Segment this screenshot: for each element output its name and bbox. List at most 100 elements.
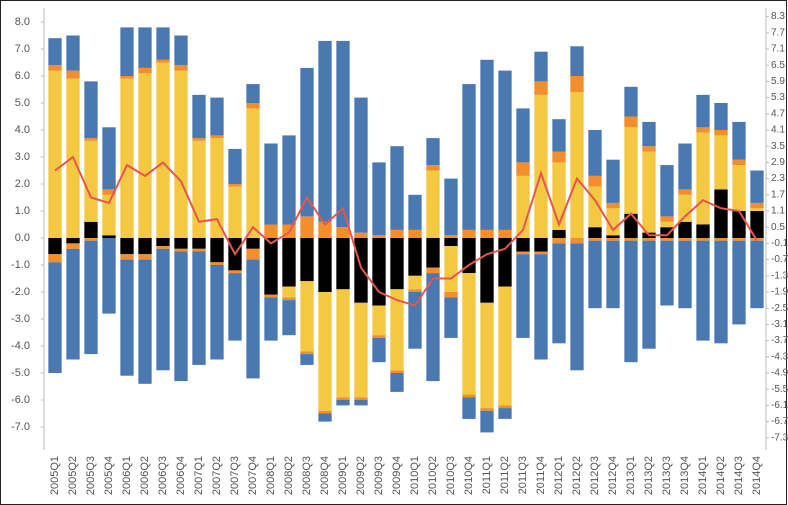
x-tick-label: 2013Q4 bbox=[679, 456, 691, 495]
bar-segment bbox=[354, 97, 368, 233]
bar-segment bbox=[714, 135, 728, 190]
bar-segment bbox=[282, 238, 296, 287]
y-tick-label: 6.0 bbox=[15, 70, 30, 82]
bar-segment bbox=[228, 273, 242, 341]
bar-segment bbox=[660, 238, 674, 241]
y2-tick-label: -0.7 bbox=[771, 254, 788, 265]
y2-tick-label: 3.5 bbox=[771, 141, 785, 152]
x-tick-label: 2005Q1 bbox=[49, 456, 61, 495]
bar-segment bbox=[480, 408, 494, 411]
bar-segment bbox=[534, 238, 548, 252]
bar-segment bbox=[138, 259, 152, 384]
y-tick-label: -2.0 bbox=[11, 286, 30, 298]
x-tick-label: 2011Q2 bbox=[499, 456, 511, 494]
bar-segment bbox=[480, 410, 494, 433]
bar-segment bbox=[66, 70, 80, 79]
bar-segment bbox=[426, 170, 440, 238]
bar-segment bbox=[336, 397, 350, 400]
bar-segment bbox=[174, 65, 188, 71]
bar-segment bbox=[66, 243, 80, 249]
bar-segment bbox=[210, 238, 224, 263]
bar-segment bbox=[570, 92, 584, 238]
bar-segment bbox=[300, 354, 314, 365]
bar-segment bbox=[318, 40, 332, 222]
bar-segment bbox=[624, 116, 638, 128]
y2-tick-label: -0.1 bbox=[771, 238, 788, 249]
bar-segment bbox=[264, 224, 278, 238]
x-tick-label: 2005Q4 bbox=[103, 456, 115, 495]
bar-segment bbox=[246, 108, 260, 239]
bar-segment bbox=[138, 67, 152, 74]
bar-segment bbox=[660, 240, 674, 306]
bar-segment bbox=[48, 254, 62, 263]
bar-segment bbox=[48, 238, 62, 255]
y-tick-label: -4.0 bbox=[11, 340, 30, 352]
bar-segment bbox=[102, 127, 116, 190]
y-tick-label: 8.0 bbox=[15, 16, 30, 28]
bar-segment bbox=[120, 76, 134, 79]
bar-segment bbox=[228, 184, 242, 187]
bar-segment bbox=[714, 189, 728, 238]
bar-segment bbox=[210, 138, 224, 238]
bar-segment bbox=[354, 232, 368, 238]
bar-segment bbox=[570, 76, 584, 93]
bar-segment bbox=[516, 162, 530, 176]
bar-segment bbox=[660, 227, 674, 238]
bar-segment bbox=[516, 251, 530, 255]
bar-segment bbox=[498, 408, 512, 419]
x-tick-label: 2013Q2 bbox=[643, 456, 655, 495]
y2-tick-label: 7.7 bbox=[771, 27, 785, 38]
bar-segment bbox=[678, 194, 692, 222]
y2-tick-label: 2.3 bbox=[771, 173, 785, 184]
bar-segment bbox=[588, 240, 602, 309]
bar-segment bbox=[48, 38, 62, 66]
bar-segment bbox=[462, 84, 476, 230]
bar-segment bbox=[246, 248, 260, 260]
bar-segment bbox=[480, 59, 494, 230]
bar-segment bbox=[372, 335, 386, 338]
bar-segment bbox=[282, 286, 296, 298]
bar-segment bbox=[426, 267, 440, 274]
bar-segment bbox=[246, 84, 260, 103]
bar-segment bbox=[264, 294, 278, 298]
bar-segment bbox=[408, 289, 422, 292]
bar-segment bbox=[642, 240, 656, 349]
bar-segment bbox=[588, 130, 602, 176]
bar-segment bbox=[84, 238, 98, 241]
bar-segment bbox=[210, 265, 224, 360]
y2-tick-label: 4.7 bbox=[771, 108, 785, 119]
x-tick-label: 2010Q4 bbox=[463, 456, 475, 495]
bar-segment bbox=[606, 238, 620, 241]
bar-segment bbox=[246, 103, 260, 109]
bar-segment bbox=[408, 194, 422, 230]
bar-segment bbox=[750, 170, 764, 203]
bar-segment bbox=[228, 270, 242, 274]
bar-segment bbox=[138, 254, 152, 260]
bar-segment bbox=[66, 35, 80, 71]
bar-segment bbox=[696, 224, 710, 238]
y2-tick-label: -4.3 bbox=[771, 351, 788, 362]
x-tick-label: 2013Q1 bbox=[625, 456, 637, 495]
y2-tick-label: -7.3 bbox=[771, 432, 788, 443]
x-tick-label: 2008Q2 bbox=[283, 456, 295, 495]
bar-segment bbox=[84, 221, 98, 238]
bar-segment bbox=[624, 86, 638, 117]
bar-segment bbox=[354, 302, 368, 398]
x-tick-label: 2007Q1 bbox=[193, 456, 205, 495]
bar-segment bbox=[192, 94, 206, 139]
bar-segment bbox=[390, 370, 404, 373]
y2-tick-label: 2.9 bbox=[771, 157, 785, 168]
bar-segment bbox=[408, 229, 422, 238]
bar-segment bbox=[210, 97, 224, 136]
bar-segment bbox=[300, 67, 314, 217]
bar-segment bbox=[750, 240, 764, 309]
y-tick-label: -5.0 bbox=[11, 367, 30, 379]
bar-segment bbox=[606, 159, 620, 203]
y-tick-label: -1.0 bbox=[11, 259, 30, 271]
bar-segment bbox=[390, 146, 404, 230]
bar-segment bbox=[462, 397, 476, 419]
bar-segment bbox=[498, 70, 512, 230]
bar-segment bbox=[606, 208, 620, 236]
y-tick-label: -7.0 bbox=[11, 421, 30, 433]
bar-segment bbox=[552, 119, 566, 152]
